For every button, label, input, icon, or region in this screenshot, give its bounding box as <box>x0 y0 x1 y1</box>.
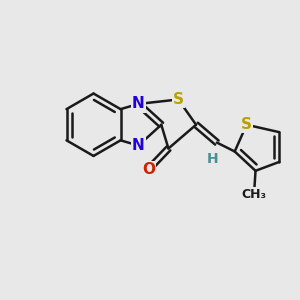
Text: S: S <box>241 117 252 132</box>
Text: N: N <box>132 96 145 111</box>
Text: O: O <box>142 162 155 177</box>
Text: S: S <box>173 92 184 107</box>
Text: CH₃: CH₃ <box>242 188 266 201</box>
Text: N: N <box>132 138 145 153</box>
Text: H: H <box>207 152 218 166</box>
